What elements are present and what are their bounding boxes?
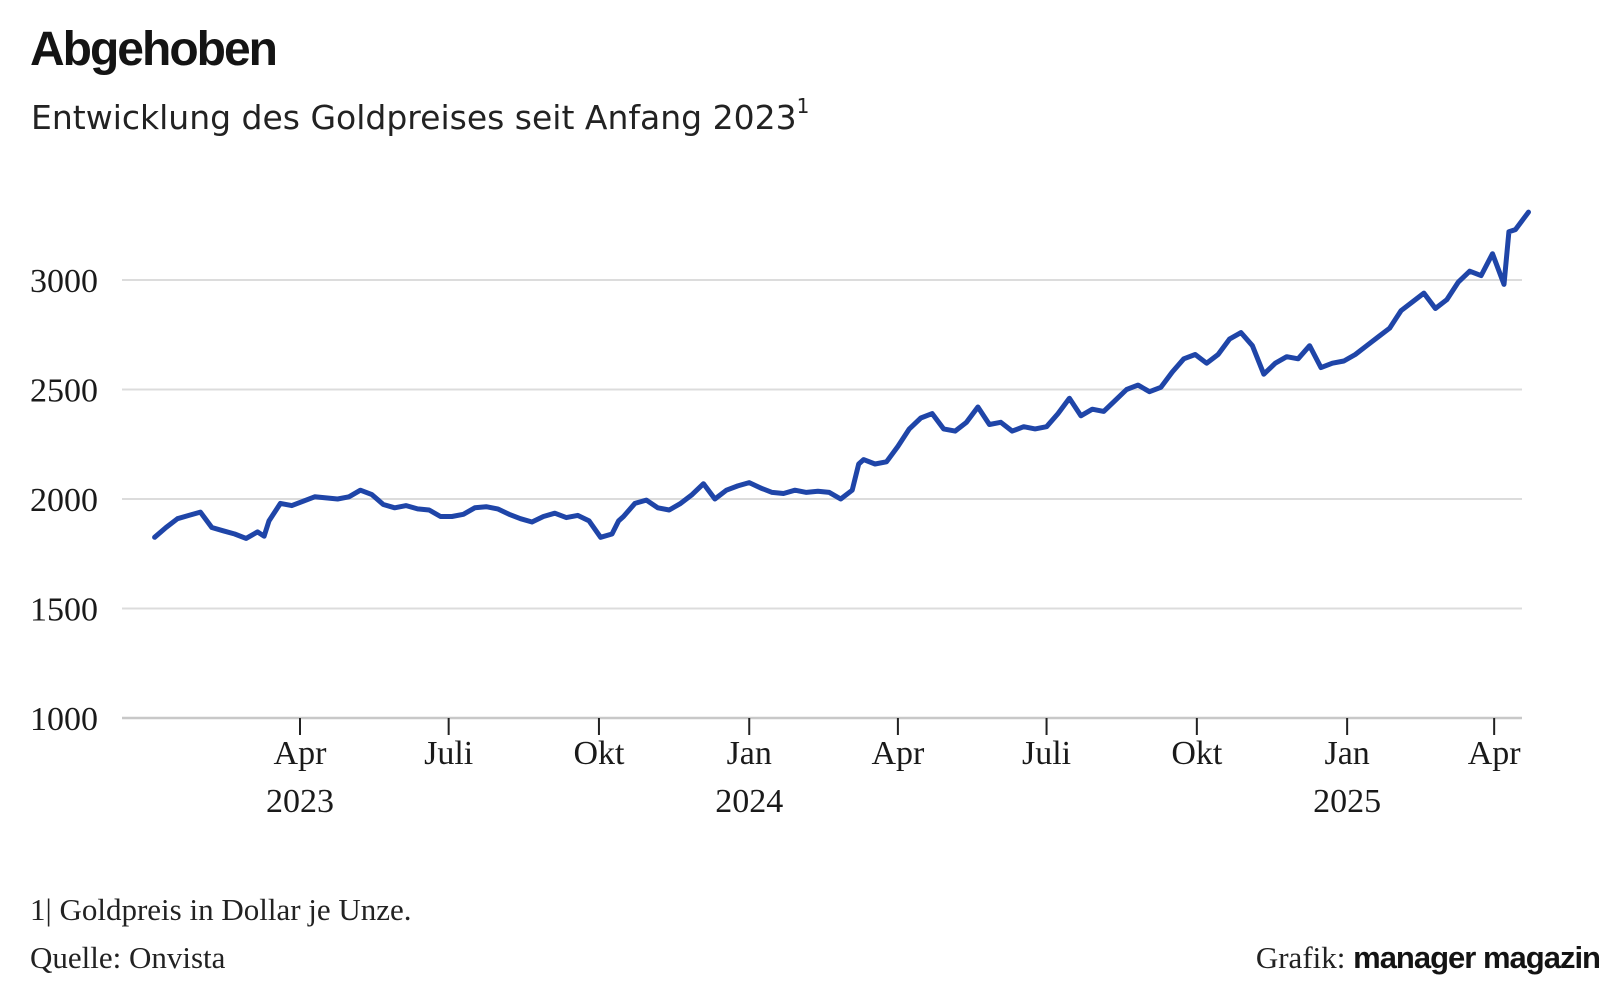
credit-prefix: Grafik: (1255, 940, 1346, 975)
gridlines (122, 279, 1522, 720)
y-tick-label: 1000 (30, 701, 98, 738)
x-tick-label: Apr (274, 735, 328, 772)
y-tick-label: 3000 (30, 263, 98, 300)
x-tick-year-label: 2025 (1313, 783, 1381, 820)
gold-price-chart: 1000 1500 2000 2500 3000 Apr 2023 Juli Okt Jan 20… (30, 209, 1531, 820)
x-tick-label: Apr (1468, 735, 1522, 772)
x-axis: Apr 2023 Juli Okt Jan 2024 Apr Juli Okt Jan 2025 Ap… (266, 718, 1521, 820)
gold-price-line (152, 209, 1531, 541)
x-tick-label: Jan (1324, 735, 1369, 772)
x-tick-label: Jan (727, 735, 772, 772)
subtitle-text: Entwicklung des Goldpreises seit Anfang … (31, 98, 797, 137)
y-axis: 1000 1500 2000 2500 3000 (30, 263, 98, 738)
footnote: 1| Goldpreis in Dollar je Unze. (30, 892, 412, 927)
chart-subtitle: Entwicklung des Goldpreises seit Anfang … (31, 94, 809, 137)
x-tick-label: Okt (1171, 735, 1223, 772)
source-note: Quelle: Onvista (30, 940, 226, 975)
x-tick-label: Apr (871, 735, 925, 772)
publisher-logo: manager magazin (1353, 940, 1601, 975)
x-tick-label: Okt (573, 735, 625, 772)
y-tick-label: 2000 (30, 482, 98, 519)
graphic-credit: Grafik: manager magazin (1255, 940, 1601, 976)
chart-title: Abgehoben (30, 23, 278, 76)
y-tick-label: 2500 (30, 373, 98, 410)
x-tick-label: Juli (1022, 735, 1071, 772)
x-tick-year-label: 2024 (715, 783, 783, 820)
x-tick-label: Juli (424, 735, 473, 772)
x-tick-year-label: 2023 (266, 783, 334, 820)
y-tick-label: 1500 (30, 592, 98, 629)
footnote-mark: 1 (796, 94, 810, 118)
